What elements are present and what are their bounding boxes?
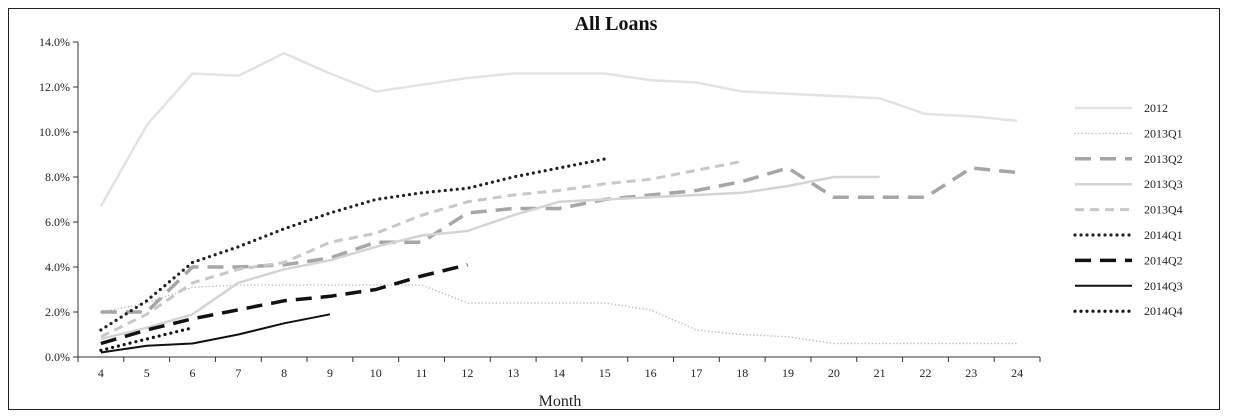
series-line-2013q2 — [100, 166, 1018, 314]
chart-title: All Loans — [575, 13, 658, 35]
x-tick-label: 23 — [965, 366, 977, 380]
legend-label-2012: 2012 — [1144, 101, 1168, 115]
x-tick-label: 4 — [98, 366, 104, 380]
y-tick-label: 10.0% — [39, 125, 70, 139]
legend-label-2013q1: 2013Q1 — [1144, 126, 1183, 140]
series-line-2013q1 — [100, 284, 1018, 345]
x-tick-label: 18 — [736, 366, 748, 380]
x-tick-label: 16 — [645, 366, 657, 380]
legend-label-2014q1: 2014Q1 — [1144, 228, 1183, 242]
legend: 2012 2013Q1 2013Q2 2013Q3 2013Q4 2014Q1 2014Q2… — [1073, 101, 1183, 318]
x-tick-label: 19 — [782, 366, 794, 380]
y-tick-label: 12.0% — [39, 80, 70, 94]
x-tick-label: 10 — [370, 366, 382, 380]
y-tick-label: 2.0% — [45, 305, 70, 319]
series-line-2014q1 — [99, 157, 607, 332]
y-tick-label: 8.0% — [45, 170, 70, 184]
x-tick-label: 6 — [190, 366, 196, 380]
legend-label-2014q2: 2014Q2 — [1144, 253, 1183, 267]
series-line-2012 — [99, 52, 1018, 207]
x-tick-label: 7 — [235, 366, 241, 380]
x-tick-label: 12 — [461, 366, 473, 380]
series-line-2014q3 — [100, 313, 331, 354]
legend-label-2014q4: 2014Q4 — [1144, 304, 1183, 318]
legend-label-2014q3: 2014Q3 — [1144, 279, 1183, 293]
y-tick-label: 0.0% — [45, 350, 70, 364]
x-tick-label: 17 — [690, 366, 702, 380]
legend-label-2013q4: 2013Q4 — [1144, 203, 1183, 217]
x-tick-label: 24 — [1011, 366, 1023, 380]
y-tick-label: 4.0% — [45, 260, 70, 274]
series-line-2014q4 — [99, 326, 195, 352]
x-tick-label: 15 — [599, 366, 611, 380]
axes: 0.0% 2.0% 4.0% 6.0% 8.0% 10.0% 12.0% 14.0% 4 5 6 7 8… — [39, 35, 1041, 380]
series-line-2013q4 — [100, 159, 743, 339]
x-axis-label: Month — [539, 393, 582, 410]
x-tick-label: 5 — [144, 366, 150, 380]
x-tick-label: 20 — [828, 366, 840, 380]
legend-label-2013q2: 2013Q2 — [1144, 152, 1183, 166]
x-tick-label: 8 — [281, 366, 287, 380]
x-tick-label: 11 — [416, 366, 428, 380]
legend-label-2013q3: 2013Q3 — [1144, 177, 1183, 191]
series-lines — [99, 52, 1018, 354]
x-tick-label: 9 — [327, 366, 333, 380]
x-tick-label: 13 — [507, 366, 519, 380]
x-tick-label: 22 — [919, 366, 931, 380]
y-tick-label: 14.0% — [39, 35, 70, 49]
x-tick-label: 21 — [874, 366, 886, 380]
y-tick-label: 6.0% — [45, 215, 70, 229]
series-line-2014q2 — [100, 263, 468, 346]
series-line-2013q3 — [100, 175, 880, 341]
x-tick-label: 14 — [553, 366, 565, 380]
